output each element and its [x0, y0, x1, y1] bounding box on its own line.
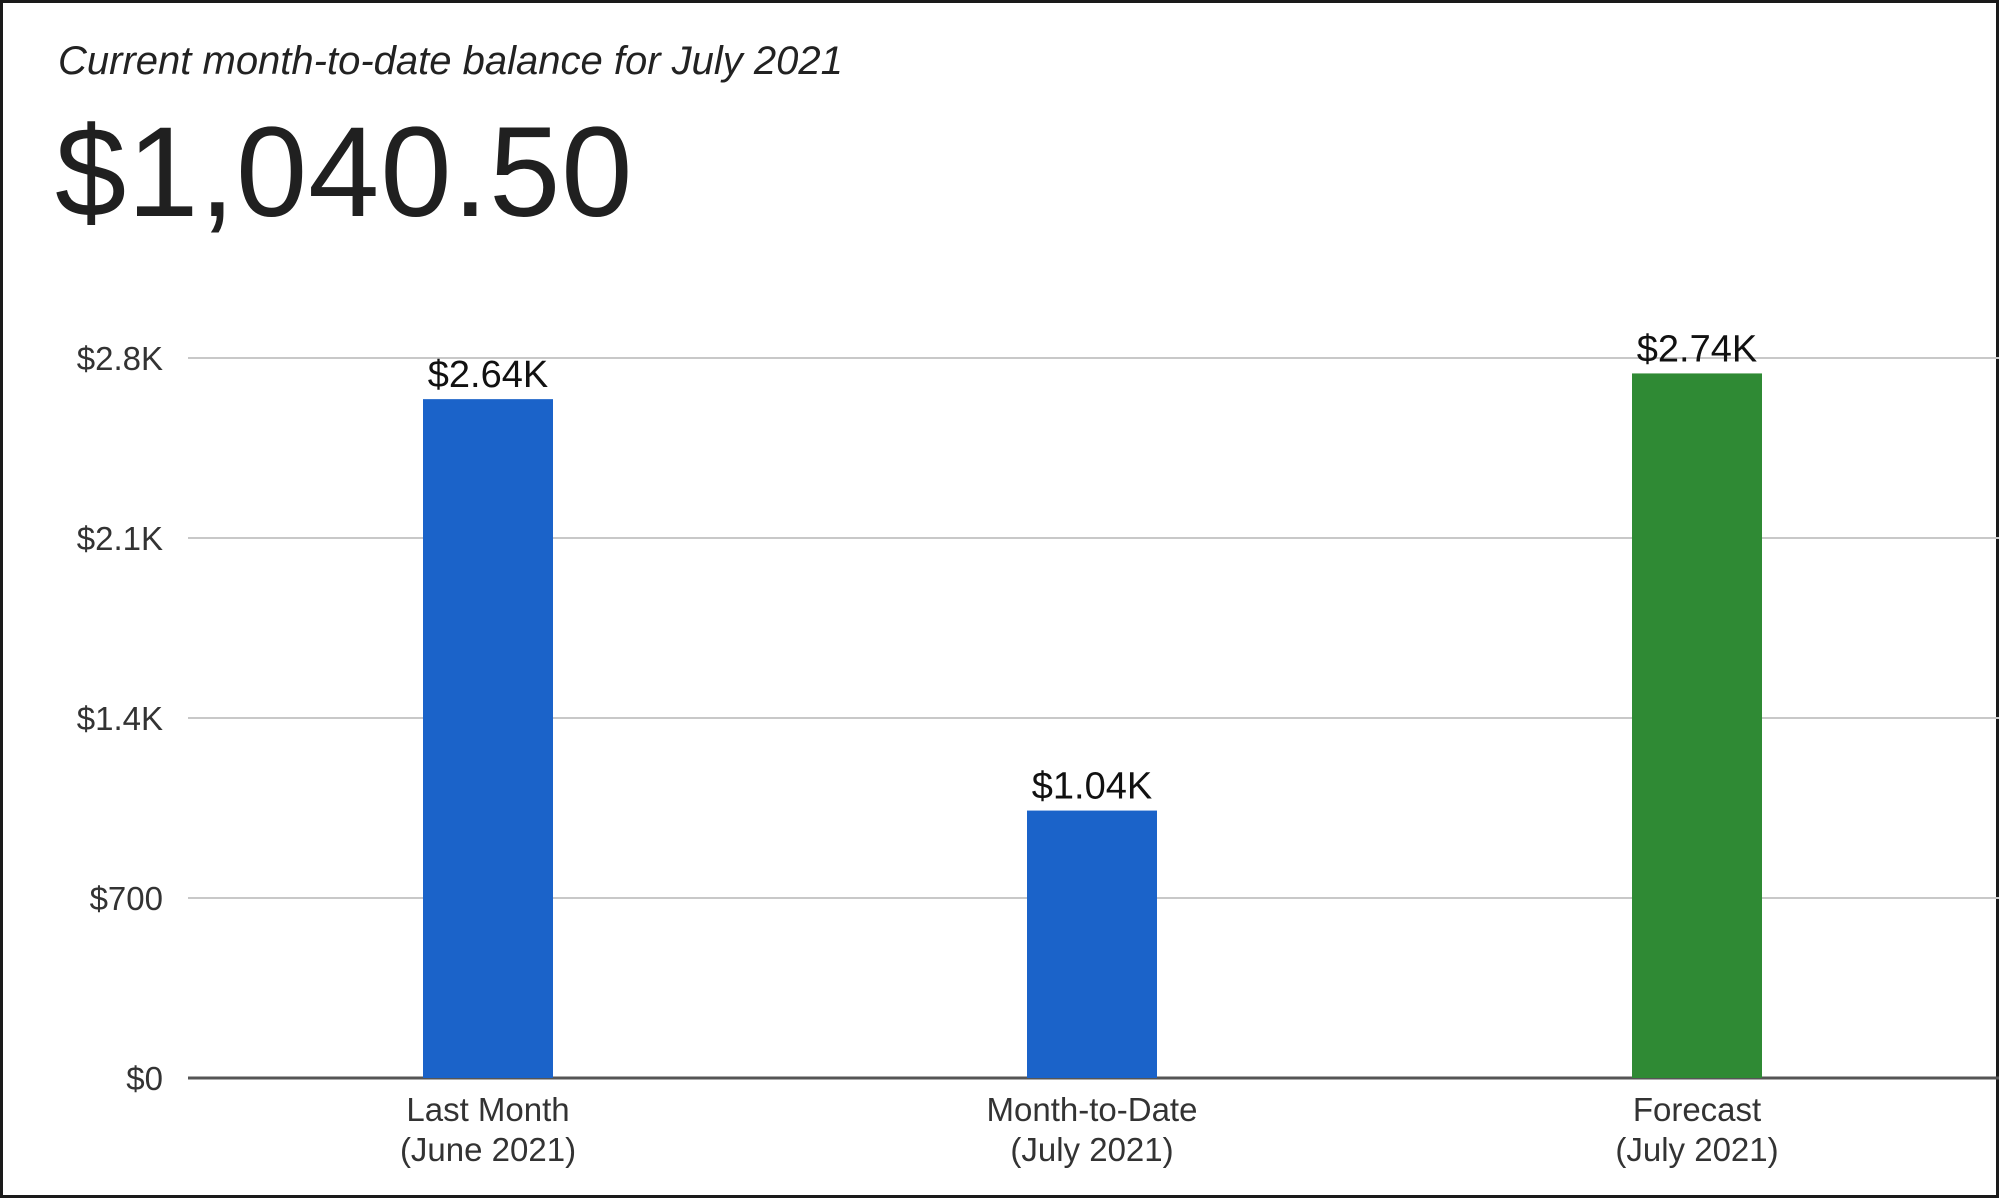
data-label: $2.64K — [428, 354, 548, 396]
y-tick-label: $2.8K — [77, 340, 163, 377]
x-tick-label: Forecast — [1633, 1091, 1761, 1128]
data-labels: $2.64K $1.04K $2.74K — [428, 328, 1757, 807]
data-label: $2.74K — [1637, 328, 1757, 370]
x-tick-label: (June 2021) — [400, 1131, 576, 1168]
y-tick-label: $2.1K — [77, 520, 163, 557]
y-tick-label: $700 — [90, 880, 163, 917]
y-tick-label: $0 — [126, 1060, 163, 1097]
y-axis: $0 $700 $1.4K $2.1K $2.8K — [77, 340, 163, 1097]
x-tick-label: Month-to-Date — [987, 1091, 1198, 1128]
bars — [423, 373, 1762, 1079]
bar — [423, 399, 553, 1079]
x-tick-label: (July 2021) — [1615, 1131, 1778, 1168]
y-tick-label: $1.4K — [77, 700, 163, 737]
x-tick-label: Last Month — [406, 1091, 569, 1128]
balance-subtitle: Current month-to-date balance for July 2… — [58, 39, 843, 83]
data-label: $1.04K — [1032, 766, 1152, 808]
x-tick-label: (July 2021) — [1010, 1131, 1173, 1168]
bar — [1027, 810, 1157, 1078]
x-axis: Last Month(June 2021)Month-to-Date(July … — [400, 1091, 1779, 1168]
bar — [1632, 373, 1762, 1078]
balance-value: $1,040.50 — [55, 101, 634, 244]
